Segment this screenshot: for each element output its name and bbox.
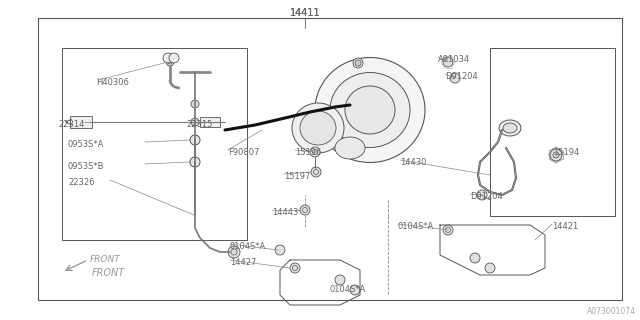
- Circle shape: [553, 152, 559, 158]
- Text: 0953S*B: 0953S*B: [68, 162, 104, 171]
- Circle shape: [169, 53, 179, 63]
- Circle shape: [310, 147, 320, 157]
- Text: 14411: 14411: [290, 8, 320, 18]
- Ellipse shape: [292, 103, 344, 153]
- Circle shape: [300, 205, 310, 215]
- Bar: [200, 117, 220, 127]
- Ellipse shape: [315, 58, 425, 163]
- Text: 15197: 15197: [284, 172, 310, 181]
- Text: 22315: 22315: [186, 120, 212, 129]
- Circle shape: [335, 275, 345, 285]
- Circle shape: [550, 149, 562, 161]
- Ellipse shape: [503, 123, 517, 133]
- Circle shape: [443, 57, 453, 67]
- Circle shape: [311, 167, 321, 177]
- Circle shape: [190, 157, 200, 167]
- Text: 15194: 15194: [553, 148, 579, 157]
- Circle shape: [353, 58, 363, 68]
- Bar: [62, 48, 247, 240]
- Circle shape: [443, 225, 453, 235]
- Text: 14427: 14427: [230, 258, 257, 267]
- Ellipse shape: [330, 73, 410, 148]
- Text: FRONT: FRONT: [90, 255, 121, 264]
- Text: 0104S*A: 0104S*A: [230, 242, 266, 251]
- Circle shape: [477, 190, 487, 200]
- Circle shape: [163, 53, 173, 63]
- Circle shape: [166, 58, 174, 66]
- Ellipse shape: [300, 111, 336, 145]
- Text: 0104S*A: 0104S*A: [330, 285, 366, 294]
- Circle shape: [470, 253, 480, 263]
- Text: 14430: 14430: [400, 158, 426, 167]
- Circle shape: [275, 245, 285, 255]
- Circle shape: [350, 285, 360, 295]
- Ellipse shape: [335, 137, 365, 159]
- Text: D91204: D91204: [470, 192, 503, 201]
- Text: 0953S*A: 0953S*A: [68, 140, 104, 149]
- Text: 0104S*A: 0104S*A: [398, 222, 435, 231]
- Text: A073001074: A073001074: [587, 307, 636, 316]
- Ellipse shape: [345, 86, 395, 134]
- Text: 14421: 14421: [552, 222, 579, 231]
- Bar: [490, 48, 615, 216]
- Circle shape: [485, 263, 495, 273]
- Circle shape: [228, 246, 240, 258]
- Circle shape: [355, 60, 361, 66]
- Circle shape: [191, 100, 199, 108]
- Text: FRONT: FRONT: [92, 268, 125, 278]
- Text: 14443: 14443: [272, 208, 298, 217]
- Bar: [70, 116, 92, 128]
- Ellipse shape: [499, 120, 521, 136]
- Text: 22314: 22314: [58, 120, 84, 129]
- Text: H40306: H40306: [96, 78, 129, 87]
- Bar: [38, 18, 622, 300]
- Text: 14411: 14411: [290, 8, 320, 18]
- Text: 22326: 22326: [68, 178, 95, 187]
- Text: D91204: D91204: [445, 72, 477, 81]
- Text: 15196: 15196: [295, 148, 321, 157]
- Text: A91034: A91034: [438, 55, 470, 64]
- Circle shape: [450, 73, 460, 83]
- Circle shape: [190, 135, 200, 145]
- Circle shape: [290, 263, 300, 273]
- Circle shape: [191, 118, 199, 126]
- Text: F90807: F90807: [228, 148, 259, 157]
